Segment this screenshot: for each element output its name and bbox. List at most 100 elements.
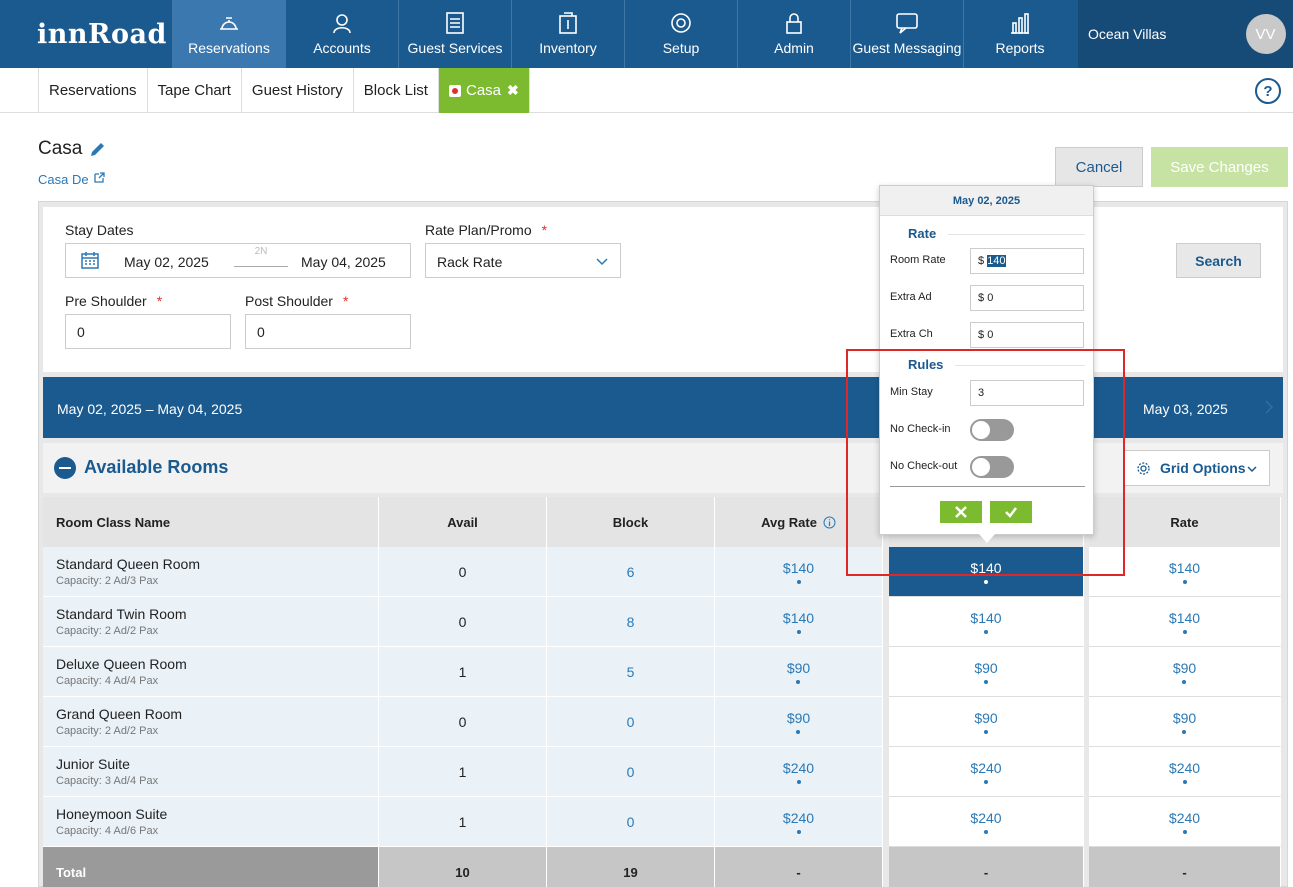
rate-plan-label: Rate Plan/Promo * xyxy=(425,222,547,238)
collapse-icon[interactable] xyxy=(54,457,76,479)
header-rate-day2: Rate xyxy=(1089,497,1281,547)
pencil-icon[interactable] xyxy=(88,139,108,159)
block-cell[interactable]: 5 xyxy=(547,647,715,697)
required-marker: * xyxy=(156,293,163,309)
room-rate-value[interactable]: 140 xyxy=(987,255,1006,267)
extra-child-input[interactable]: $ 0 xyxy=(970,322,1084,348)
tab-tape-chart[interactable]: Tape Chart xyxy=(148,68,242,113)
avg-rate-cell[interactable]: $90 xyxy=(715,697,883,747)
header-room-class: Room Class Name xyxy=(43,497,379,547)
rate-dot-icon xyxy=(984,629,988,634)
rate-plan-select[interactable]: Rack Rate xyxy=(425,243,621,278)
no-checkin-label: No Check-in xyxy=(890,423,951,435)
post-shoulder-input[interactable]: 0 xyxy=(245,314,411,349)
rate-day2-cell[interactable]: $90 xyxy=(1089,697,1281,747)
nav-admin[interactable]: Admin xyxy=(737,0,850,68)
tab-block-list[interactable]: Block List xyxy=(354,68,439,113)
popup-confirm-button[interactable] xyxy=(990,501,1032,523)
close-icon xyxy=(955,506,967,518)
block-cell[interactable]: 6 xyxy=(547,547,715,597)
room-rate-label: Room Rate xyxy=(890,254,946,266)
header-avg-rate: Avg Rate xyxy=(715,497,883,547)
tab-casa-label: Casa xyxy=(465,82,502,99)
nav-label: Guest Services xyxy=(407,40,503,56)
rate-day2-value: $140 xyxy=(1168,609,1201,626)
rate-edit-popup: May 02, 2025 Rate Room Rate $ 140 Extra … xyxy=(879,185,1094,535)
help-icon[interactable]: ? xyxy=(1255,78,1281,104)
cancel-button[interactable]: Cancel xyxy=(1055,147,1143,187)
nav-label: Accounts xyxy=(313,40,371,56)
tab-casa[interactable]: Casa ✖ xyxy=(438,68,530,113)
block-cell[interactable]: 8 xyxy=(547,597,715,647)
rules-section-label: Rules xyxy=(890,357,956,372)
available-rooms-header: Available Rooms xyxy=(43,443,1283,493)
rate-day2-cell[interactable]: $140 xyxy=(1089,597,1281,647)
nav-accounts[interactable]: Accounts xyxy=(285,0,398,68)
rate-day1-cell[interactable]: $90 xyxy=(889,647,1084,697)
total-label: Total xyxy=(43,847,379,887)
room-rate-input[interactable]: $ 140 xyxy=(970,248,1084,274)
brand-logo[interactable]: innRoad xyxy=(0,0,172,68)
rate-dot-icon xyxy=(796,829,801,834)
rate-day1-cell[interactable]: $90 xyxy=(889,697,1084,747)
avg-rate-cell[interactable]: $140 xyxy=(715,597,883,647)
room-capacity: Capacity: 3 Ad/4 Pax xyxy=(56,775,159,787)
nav-inventory[interactable]: Inventory xyxy=(511,0,624,68)
chevron-right-icon[interactable] xyxy=(1263,399,1275,415)
available-rooms-title: Available Rooms xyxy=(84,457,229,477)
block-link[interactable]: Casa De xyxy=(38,172,89,187)
avg-rate-cell[interactable]: $240 xyxy=(715,747,883,797)
min-stay-input[interactable]: 3 xyxy=(970,380,1084,406)
block-cell[interactable]: 0 xyxy=(547,797,715,847)
user-menu[interactable]: VV xyxy=(1238,0,1293,68)
avg-rate-cell[interactable]: $240 xyxy=(715,797,883,847)
avg-rate-cell[interactable]: $90 xyxy=(715,647,883,697)
tab-reservations[interactable]: Reservations xyxy=(38,68,148,113)
check-in-date[interactable]: May 02, 2025 xyxy=(124,254,209,270)
save-changes-button[interactable]: Save Changes xyxy=(1151,147,1288,187)
rate-dot-icon xyxy=(796,679,801,684)
block-cell[interactable]: 0 xyxy=(547,697,715,747)
popup-cancel-button[interactable] xyxy=(940,501,982,523)
stay-dates-field[interactable]: May 02, 2025 2N May 04, 2025 xyxy=(65,243,411,278)
extra-adult-input[interactable]: $ 0 xyxy=(970,285,1084,311)
top-navigation: innRoad Reservations Accounts Guest Serv… xyxy=(0,0,1293,68)
nav-reports[interactable]: Reports xyxy=(963,0,1076,68)
nav-guest-messaging[interactable]: Guest Messaging xyxy=(850,0,963,68)
rate-day2-cell[interactable]: $90 xyxy=(1089,647,1281,697)
no-checkin-toggle[interactable] xyxy=(970,419,1014,441)
room-class-cell: Junior Suite Capacity: 3 Ad/4 Pax xyxy=(43,747,379,797)
external-link-icon[interactable] xyxy=(93,171,106,184)
avg-rate-value: $90 xyxy=(786,709,811,726)
block-cell[interactable]: 0 xyxy=(547,747,715,797)
property-selector[interactable]: Ocean Villas xyxy=(1078,0,1238,68)
rate-day2-cell[interactable]: $240 xyxy=(1089,797,1281,847)
gear-icon xyxy=(1137,462,1150,475)
room-class-cell: Honeymoon Suite Capacity: 4 Ad/6 Pax xyxy=(43,797,379,847)
rate-day2-cell[interactable]: $240 xyxy=(1089,747,1281,797)
check-out-date[interactable]: May 04, 2025 xyxy=(301,254,386,270)
nav-reservations[interactable]: Reservations xyxy=(172,0,285,68)
popup-pointer xyxy=(978,533,996,543)
calendar-icon[interactable] xyxy=(80,250,100,270)
table-row: Grand Queen Room Capacity: 2 Ad/2 Pax 0 0 $9… xyxy=(43,697,1281,747)
search-button[interactable]: Search xyxy=(1176,243,1261,278)
table-header-row: Room Class Name Avail Block Avg Rate Rat… xyxy=(43,497,1281,547)
rate-day1-cell[interactable]: $240 xyxy=(889,747,1084,797)
nav-guest-services[interactable]: Guest Services xyxy=(398,0,511,68)
no-checkout-toggle[interactable] xyxy=(970,456,1014,478)
post-shoulder-label-text: Post Shoulder xyxy=(245,293,333,309)
close-icon[interactable]: ✖ xyxy=(507,82,519,98)
nav-setup[interactable]: Setup xyxy=(624,0,737,68)
avatar[interactable]: VV xyxy=(1245,14,1286,54)
grid-options-button[interactable]: Grid Options xyxy=(1123,450,1270,486)
room-class-name: Grand Queen Room xyxy=(56,706,183,722)
tab-guest-history[interactable]: Guest History xyxy=(242,68,354,113)
rate-day2-cell[interactable]: $140 xyxy=(1089,547,1281,597)
info-icon[interactable] xyxy=(823,516,836,529)
pre-shoulder-input[interactable]: 0 xyxy=(65,314,231,349)
rate-day1-cell[interactable]: $140 xyxy=(889,547,1084,597)
rate-day1-cell[interactable]: $240 xyxy=(889,797,1084,847)
avg-rate-cell[interactable]: $140 xyxy=(715,547,883,597)
rate-day1-cell[interactable]: $140 xyxy=(889,597,1084,647)
